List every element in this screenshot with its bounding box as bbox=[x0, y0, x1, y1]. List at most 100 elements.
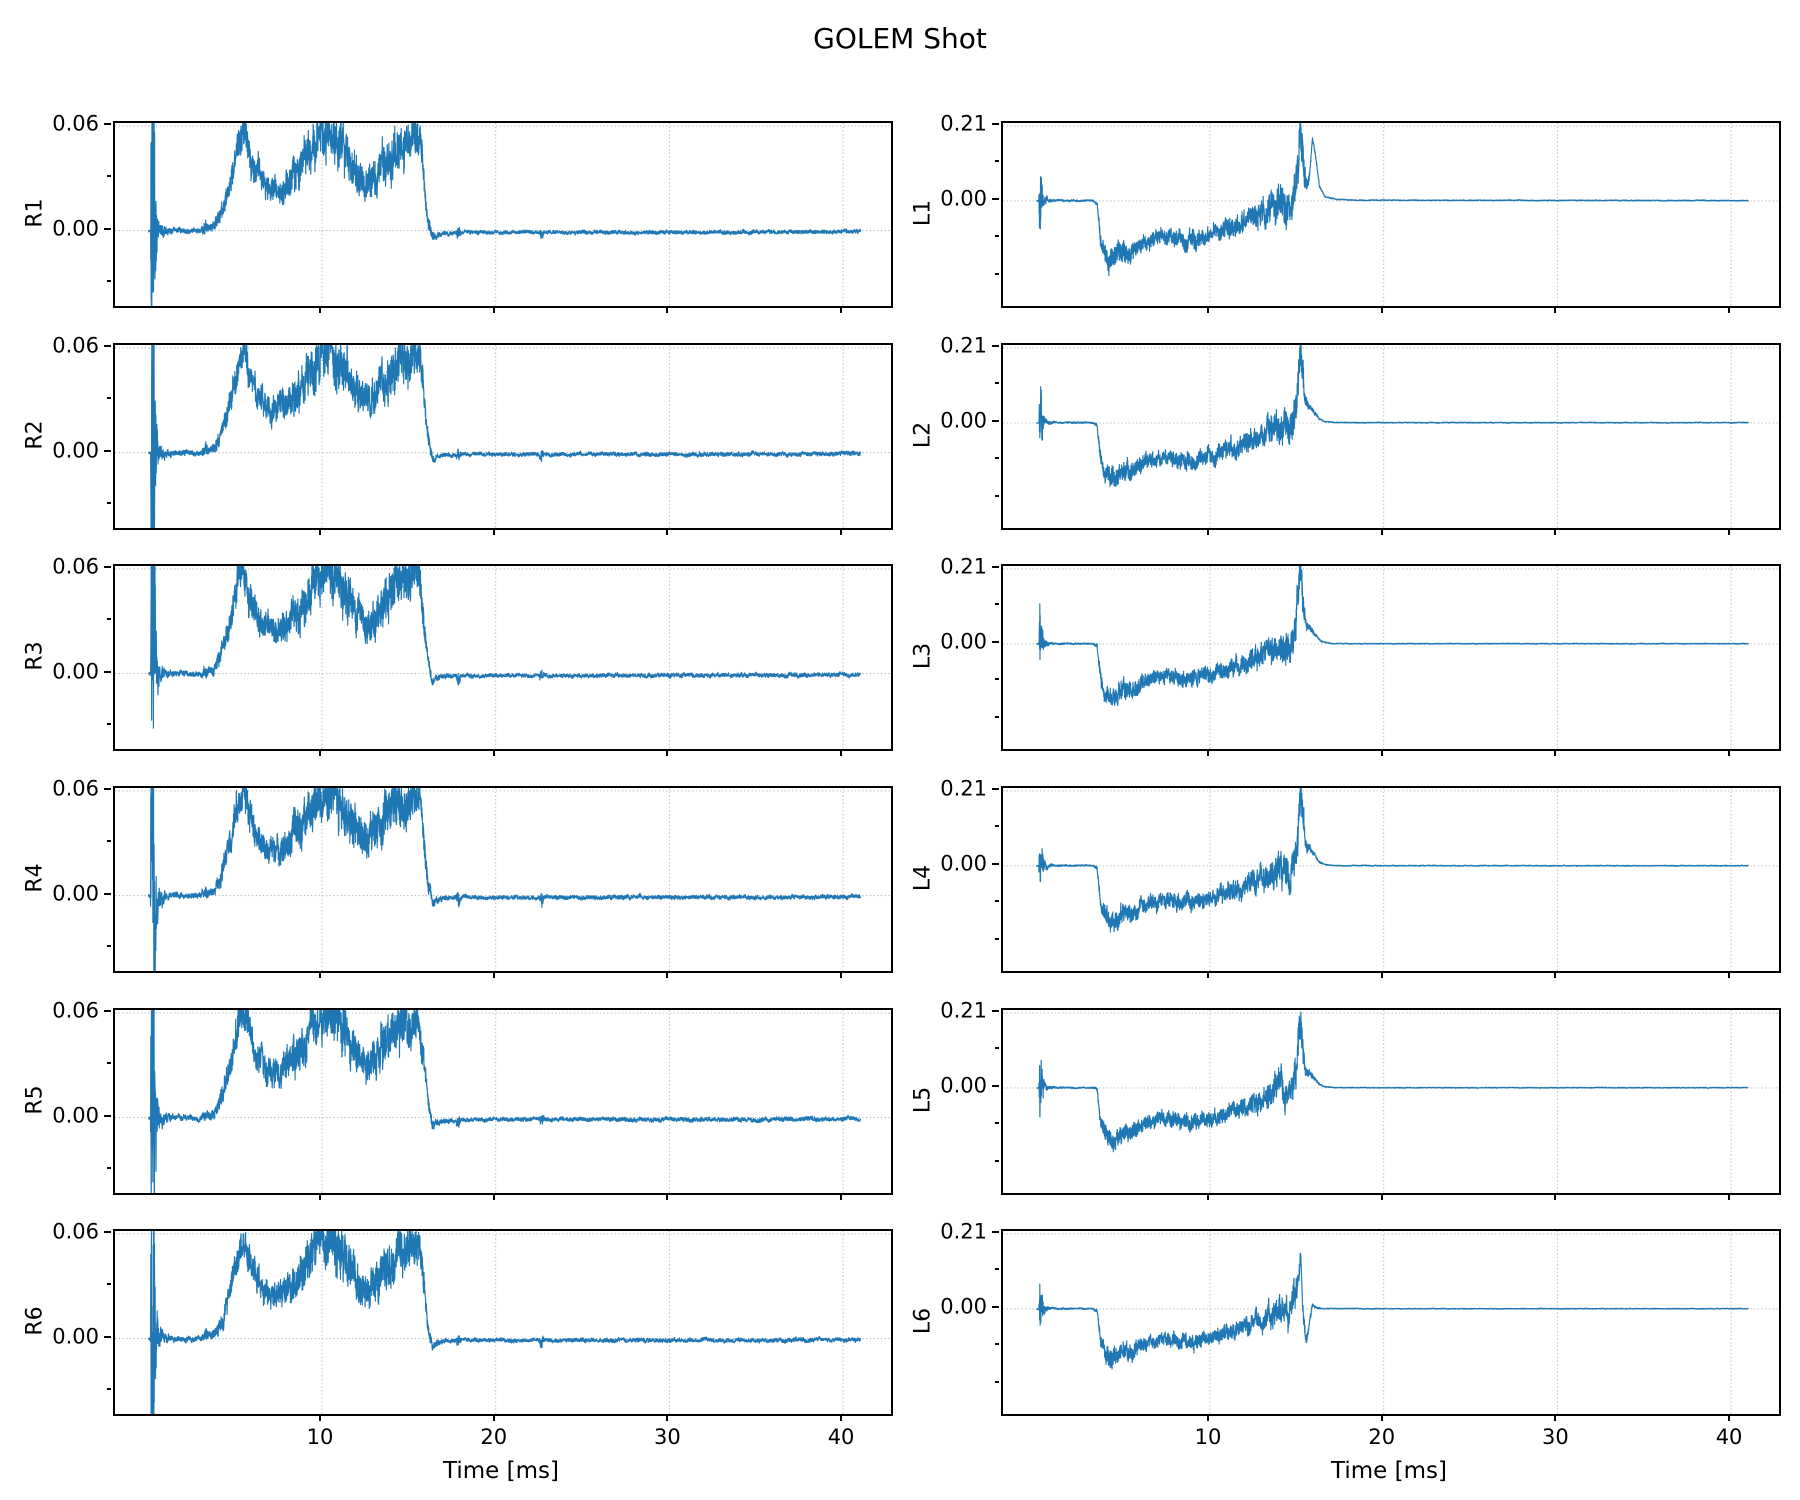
y-tick-mark bbox=[992, 565, 999, 568]
y-minor-tick-mark bbox=[995, 457, 999, 460]
y-minor-tick-mark bbox=[995, 603, 999, 606]
y-minor-tick-mark bbox=[995, 160, 999, 163]
y-minor-tick-mark bbox=[995, 494, 999, 497]
y-tick-mark bbox=[104, 787, 111, 790]
subplot-panel-l3: L3 0.21 0.00 bbox=[911, 556, 1781, 756]
y-minor-tick-mark bbox=[995, 825, 999, 828]
y-tick-mark bbox=[992, 1009, 999, 1012]
subplot-panel-l4: L4 0.21 0.00 bbox=[911, 778, 1781, 978]
y-minor-tick-mark bbox=[107, 501, 111, 504]
x-tick-mark bbox=[492, 1193, 495, 1200]
x-tick-mark bbox=[1207, 528, 1210, 535]
y-tick-label: 0.00 bbox=[52, 1324, 99, 1349]
plot-area bbox=[113, 121, 893, 308]
x-tick-mark bbox=[319, 1193, 322, 1200]
signal-canvas bbox=[115, 123, 891, 306]
y-minor-tick-mark bbox=[995, 1122, 999, 1125]
x-tick-mark bbox=[1207, 1414, 1210, 1421]
y-tick-mark bbox=[992, 344, 999, 347]
plot-area bbox=[1001, 786, 1781, 973]
x-tick-mark bbox=[1380, 971, 1383, 978]
plot-area bbox=[113, 1008, 893, 1195]
plot-area bbox=[113, 564, 893, 751]
y-tick-mark bbox=[104, 227, 111, 230]
y-minor-tick-mark bbox=[107, 840, 111, 843]
x-tick-mark bbox=[492, 971, 495, 978]
y-tick-label: 0.00 bbox=[940, 629, 987, 654]
x-tick-mark bbox=[492, 749, 495, 756]
x-tick-mark bbox=[1728, 1193, 1731, 1200]
y-tick-mark bbox=[104, 1335, 111, 1338]
subplot-panel-r2: R2 0.06 0.00 bbox=[23, 335, 893, 535]
y-tick-label: 0.06 bbox=[52, 333, 99, 358]
x-tick-mark bbox=[492, 528, 495, 535]
x-tick-mark bbox=[666, 1193, 669, 1200]
y-minor-tick-mark bbox=[995, 937, 999, 940]
y-tick-mark bbox=[992, 1230, 999, 1233]
x-tick-mark bbox=[666, 1414, 669, 1421]
y-tick-label: 0.00 bbox=[940, 1294, 987, 1319]
plot-area bbox=[1001, 121, 1781, 308]
y-minor-tick-mark bbox=[995, 1380, 999, 1383]
x-tick-mark bbox=[1207, 971, 1210, 978]
y-tick-label: 0.00 bbox=[52, 1103, 99, 1128]
x-tick-mark bbox=[840, 306, 843, 313]
y-tick-label: 0.00 bbox=[940, 1073, 987, 1098]
subplot-panel-l6: L6 0.21 0.00 10 20 30 40 Time [ms] bbox=[911, 1221, 1781, 1484]
y-tick-label: 0.21 bbox=[940, 111, 987, 136]
x-tick-mark bbox=[1380, 1414, 1383, 1421]
y-tick-label: 0.06 bbox=[52, 111, 99, 136]
x-tick-mark bbox=[319, 749, 322, 756]
signal-canvas bbox=[115, 788, 891, 971]
y-tick-label: 0.21 bbox=[940, 998, 987, 1023]
signal-canvas bbox=[115, 566, 891, 749]
y-tick-mark bbox=[104, 892, 111, 895]
y-tick-mark bbox=[104, 344, 111, 347]
y-tick-mark bbox=[992, 122, 999, 125]
y-minor-tick-mark bbox=[107, 279, 111, 282]
subplot-panel-l2: L2 0.21 0.00 bbox=[911, 335, 1781, 535]
y-tick-label: 0.06 bbox=[52, 776, 99, 801]
subplot-panel-r5: R5 0.06 0.00 bbox=[23, 1000, 893, 1200]
plot-area bbox=[1001, 564, 1781, 751]
x-tick-mark bbox=[1728, 528, 1731, 535]
signal-canvas bbox=[115, 1231, 891, 1414]
subplot-panel-r6: R6 0.06 0.00 10 20 30 40 Time [ms] bbox=[23, 1221, 893, 1484]
signal-canvas bbox=[1003, 788, 1779, 971]
x-tick-mark bbox=[840, 528, 843, 535]
x-tick-label: 30 bbox=[1542, 1425, 1569, 1449]
x-tick-mark bbox=[319, 1414, 322, 1421]
y-tick-label: 0.21 bbox=[940, 333, 987, 358]
x-tick-label: 10 bbox=[306, 1425, 334, 1449]
y-minor-tick-mark bbox=[995, 272, 999, 275]
y-tick-mark bbox=[104, 670, 111, 673]
y-tick-label: 0.00 bbox=[52, 216, 99, 241]
x-tick-label: 40 bbox=[827, 1425, 855, 1449]
x-axis-label: Time [ms] bbox=[1331, 1458, 1447, 1484]
x-tick-mark bbox=[1207, 306, 1210, 313]
y-minor-tick-mark bbox=[995, 1159, 999, 1162]
x-tick-mark bbox=[840, 1193, 843, 1200]
x-tick-mark bbox=[1207, 749, 1210, 756]
y-tick-label: 0.06 bbox=[52, 998, 99, 1023]
x-tick-mark bbox=[1554, 306, 1557, 313]
y-minor-tick-mark bbox=[107, 722, 111, 725]
x-tick-mark bbox=[319, 971, 322, 978]
plot-area bbox=[1001, 1229, 1781, 1416]
plot-area bbox=[113, 1229, 893, 1416]
y-tick-label: 0.00 bbox=[940, 186, 987, 211]
subplot-panel-r3: R3 0.06 0.00 bbox=[23, 556, 893, 756]
y-tick-mark bbox=[104, 565, 111, 568]
y-tick-label: 0.06 bbox=[52, 554, 99, 579]
y-tick-mark bbox=[992, 419, 999, 422]
x-tick-mark bbox=[319, 306, 322, 313]
y-tick-mark bbox=[992, 787, 999, 790]
x-tick-mark bbox=[1554, 1414, 1557, 1421]
y-minor-tick-mark bbox=[995, 235, 999, 238]
y-tick-label: 0.21 bbox=[940, 1219, 987, 1244]
x-tick-mark bbox=[840, 971, 843, 978]
y-tick-mark bbox=[992, 1084, 999, 1087]
y-tick-mark bbox=[104, 1009, 111, 1012]
y-minor-tick-mark bbox=[995, 382, 999, 385]
